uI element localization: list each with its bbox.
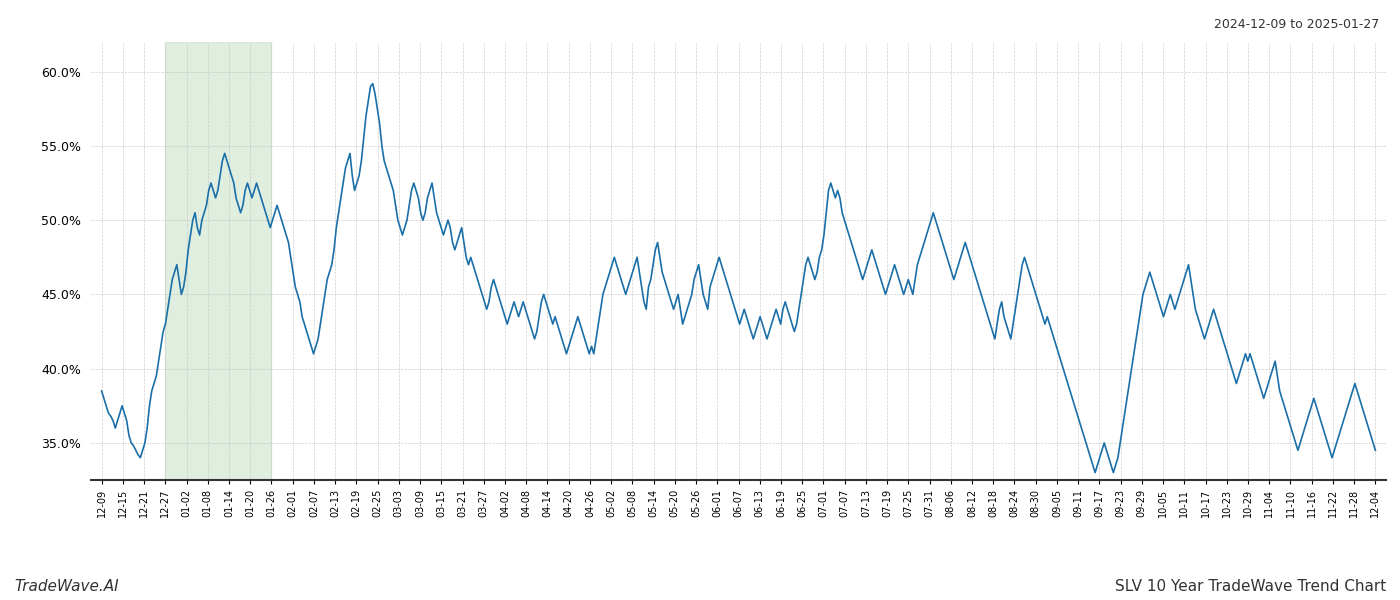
Bar <box>165 42 272 480</box>
Text: SLV 10 Year TradeWave Trend Chart: SLV 10 Year TradeWave Trend Chart <box>1114 579 1386 594</box>
Text: 2024-12-09 to 2025-01-27: 2024-12-09 to 2025-01-27 <box>1214 18 1379 31</box>
Text: TradeWave.AI: TradeWave.AI <box>14 579 119 594</box>
